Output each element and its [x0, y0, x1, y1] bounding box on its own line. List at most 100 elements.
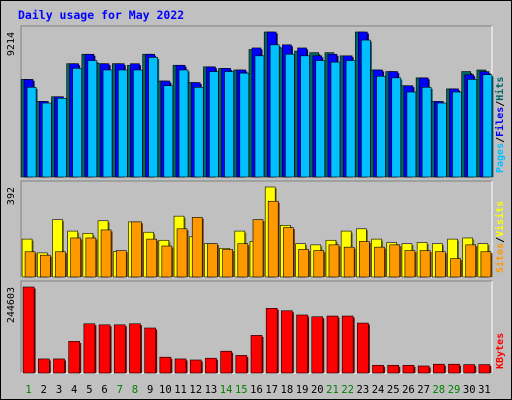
bar-kbytes-day-23 — [357, 322, 369, 374]
bar-pages-day-25 — [391, 77, 402, 178]
bar-kbytes — [98, 324, 112, 374]
legend-separator: / — [495, 237, 506, 243]
bar-kbytes — [113, 324, 127, 374]
bar-sites-day-27 — [419, 250, 431, 278]
x-tick-label: 10 — [159, 384, 172, 396]
x-tick-label: 19 — [296, 384, 309, 396]
bar-pages-day-7 — [117, 69, 128, 178]
bar-pages-day-11 — [178, 69, 189, 178]
bar-pages-day-16 — [254, 55, 265, 178]
bar-pages-day-23 — [361, 39, 371, 178]
bar-kbytes-day-3 — [53, 358, 65, 374]
y-axis-max-label: 244603 — [6, 287, 17, 323]
bar-kbytes — [159, 356, 173, 374]
bar-sites-day-14 — [222, 249, 233, 278]
bar-kbytes — [68, 341, 82, 374]
bar-kbytes-day-16 — [250, 335, 263, 374]
bar-kbytes — [144, 327, 158, 374]
bar-kbytes — [174, 358, 188, 374]
bar-kbytes-day-19 — [296, 314, 308, 374]
bar-sites — [313, 250, 326, 278]
bar-sites — [161, 245, 174, 278]
bar-sites — [207, 243, 219, 278]
x-tick-label: 17 — [265, 384, 278, 396]
bar-pages-day-17 — [269, 44, 280, 178]
x-tick-label: 8 — [132, 384, 138, 396]
bar-kbytes — [402, 364, 416, 374]
bar-pages-day-3 — [57, 98, 67, 178]
bar-pages-day-1 — [26, 86, 37, 178]
bar-kbytes-day-8 — [129, 323, 141, 374]
bar-sites-day-28 — [435, 251, 446, 278]
x-tick-label: 31 — [478, 384, 491, 396]
bar-pages-day-9 — [148, 57, 158, 178]
legend: KBytes — [495, 333, 506, 369]
bar-sites-day-9 — [146, 238, 157, 278]
x-axis: 1 2 3 4 5 6 7 8 9 10 11 12 13 14 15 16 17 18 19 20 21 22 23 24 2… — [25, 384, 490, 396]
chart-panels: 9214Pages/Files/Hits392Sites/Visits24460… — [6, 25, 506, 374]
bar-sites-day-7 — [115, 250, 127, 278]
bar-sites — [480, 251, 493, 278]
legend-item-visits: Visits — [494, 201, 506, 237]
bar-kbytes — [357, 322, 370, 374]
bar-kbytes-day-13 — [205, 357, 217, 374]
bar-pages-day-29 — [452, 91, 462, 178]
bar-sites — [450, 258, 463, 278]
x-tick-label: 7 — [117, 384, 123, 396]
bar-kbytes-day-27 — [417, 365, 430, 374]
bar-pages-day-22 — [345, 60, 356, 178]
bar-kbytes-day-10 — [159, 356, 172, 374]
bar-kbytes-day-26 — [402, 364, 415, 374]
bar-sites-day-21 — [328, 244, 340, 278]
x-tick-label: 21 — [326, 384, 339, 396]
bar-sites — [465, 244, 478, 278]
x-tick-label: 18 — [281, 384, 294, 396]
legend-item-hits: Hits — [494, 77, 506, 101]
bar-pages-day-30 — [467, 79, 478, 178]
x-tick-label: 26 — [402, 384, 415, 396]
bar-pages-day-12 — [193, 86, 204, 178]
bar-sites-day-6 — [100, 229, 112, 278]
bar-kbytes-day-11 — [174, 358, 187, 374]
bar-sites-day-31 — [480, 251, 492, 278]
bar-sites-day-4 — [70, 237, 81, 278]
bar-kbytes — [326, 315, 340, 374]
bar-sites-day-20 — [313, 250, 325, 278]
bar-kbytes — [296, 314, 310, 374]
bar-sites — [85, 237, 98, 278]
x-tick-label: 9 — [147, 384, 153, 396]
bar-kbytes-day-29 — [448, 363, 460, 374]
x-tick-label: 5 — [86, 384, 92, 396]
legend-item-files: Files — [494, 107, 506, 137]
bar-sites-day-12 — [191, 217, 203, 278]
x-tick-label: 29 — [448, 384, 461, 396]
x-tick-label: 6 — [101, 384, 107, 396]
bar-kbytes — [281, 310, 294, 374]
bar-pages-day-14 — [224, 71, 234, 178]
bar-kbytes-day-20 — [311, 316, 324, 374]
bar-kbytes — [463, 364, 477, 374]
bar-pages-day-5 — [87, 60, 98, 178]
bar-kbytes — [22, 286, 36, 374]
bar-kbytes-day-25 — [387, 364, 400, 374]
bar-pages-day-27 — [421, 86, 432, 178]
bar-sites — [237, 243, 250, 278]
legend: Pages/Files/Hits — [494, 77, 506, 173]
panel-kbytes: 244603 KBytes — [6, 280, 506, 374]
legend: Sites/Visits — [494, 201, 506, 273]
bar-pages — [482, 74, 494, 178]
bar-sites-day-22 — [343, 246, 355, 278]
bar-kbytes-day-30 — [463, 364, 476, 374]
bar-sites-day-8 — [131, 221, 142, 278]
bar-kbytes-day-18 — [281, 310, 293, 374]
bar-pages-day-19 — [300, 55, 310, 178]
x-tick-label: 11 — [174, 384, 187, 396]
bar-sites — [100, 229, 113, 278]
x-tick-label: 3 — [56, 384, 62, 396]
x-tick-label: 13 — [205, 384, 218, 396]
x-tick-label: 25 — [387, 384, 400, 396]
bar-sites — [389, 244, 402, 278]
bar-sites-day-23 — [359, 241, 370, 278]
